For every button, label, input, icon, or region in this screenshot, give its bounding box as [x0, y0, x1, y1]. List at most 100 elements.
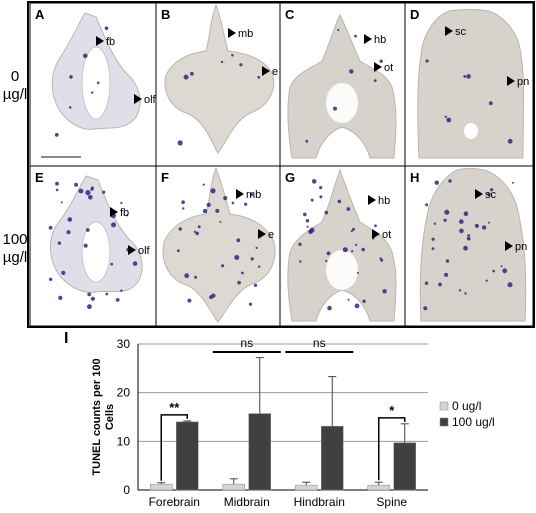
tunel-dot — [221, 264, 225, 268]
legend-label: 0 ug/l — [452, 399, 481, 413]
tunel-dot — [487, 192, 491, 197]
tunel-dot — [223, 196, 228, 201]
tunel-dot — [431, 247, 435, 250]
bar — [367, 484, 390, 491]
tunel-dot — [250, 257, 254, 261]
tunel-dot — [209, 295, 213, 300]
tunel-dot — [382, 289, 387, 294]
structure-label: hb — [378, 195, 390, 207]
x-tick-label: Midbrain — [224, 495, 270, 509]
structure-label: olf — [144, 94, 157, 106]
tunel-dot — [337, 199, 342, 204]
tunel-dot — [487, 221, 490, 224]
tunel-dot — [210, 188, 216, 194]
tunel-dot — [177, 249, 180, 253]
tunel-dot — [511, 181, 514, 184]
tunel-dot — [202, 208, 208, 214]
tunel-dot — [91, 91, 94, 94]
tunel-dot — [444, 209, 450, 215]
tunel-dot — [236, 238, 241, 243]
pointer-arrow-icon — [475, 189, 483, 199]
tunel-dot — [303, 212, 307, 217]
structure-label: hb — [374, 34, 386, 46]
tunel-dot — [463, 75, 467, 78]
tunel-dot — [459, 219, 464, 224]
tunel-dot — [356, 271, 359, 274]
tunel-dot — [347, 298, 350, 301]
panel-letter: A — [35, 7, 45, 22]
tunel-dot — [90, 187, 94, 191]
legend-swatch — [439, 417, 449, 427]
tunel-dot — [305, 139, 309, 143]
tunel-dot — [66, 230, 71, 235]
tunel-dot — [327, 305, 332, 311]
tunel-dot — [83, 243, 88, 248]
tunel-dot — [67, 217, 73, 222]
tunel-dot — [231, 201, 235, 205]
tunel-dot — [305, 219, 310, 223]
tunel-dot — [111, 222, 116, 228]
structure-label: sc — [485, 189, 497, 201]
significance-label: ** — [169, 400, 180, 415]
panel-a: Afb olf — [29, 2, 157, 167]
tunel-dot — [446, 117, 452, 123]
tunel-dot — [433, 222, 437, 225]
tunel-dot — [48, 225, 53, 230]
bar — [321, 425, 344, 491]
panel-b: Bmb e — [155, 2, 281, 167]
pointer-arrow-icon — [374, 62, 382, 72]
row-label-0-value: 0 — [10, 68, 20, 85]
structure-label: sc — [455, 26, 467, 38]
tunel-dot — [244, 202, 248, 206]
tunel-dot — [337, 28, 340, 32]
structure-label: mb — [246, 189, 261, 201]
significance-bracket — [378, 417, 406, 481]
tunel-dot — [425, 203, 429, 207]
tunel-dot — [374, 224, 377, 228]
pointer-arrow-icon — [96, 36, 104, 46]
tunel-dot — [346, 207, 351, 211]
tunel-dot — [463, 211, 469, 216]
tunel-dot — [379, 257, 382, 260]
pointer-arrow-icon — [364, 34, 372, 44]
tunel-dot — [220, 60, 224, 64]
panel-letter: F — [161, 170, 169, 185]
tunel-dot — [445, 259, 450, 263]
structure-label: e — [272, 66, 278, 78]
tunel-dot — [319, 186, 323, 190]
tunel-dot — [379, 59, 383, 63]
tunel-dot — [206, 202, 211, 207]
y-tick-label: 10 — [117, 434, 131, 448]
tunel-dot — [60, 201, 63, 204]
tunel-dot — [485, 279, 488, 282]
panel-f: Fmb e — [155, 165, 281, 327]
legend-label: 100 ug/l — [452, 415, 495, 429]
tunel-dot — [500, 265, 503, 268]
tunel-dot — [507, 138, 513, 144]
tunel-dot — [326, 251, 331, 256]
structure-label: pn — [515, 241, 527, 253]
legend-swatch — [439, 401, 449, 411]
tunel-dot — [248, 302, 253, 306]
tunel-dot — [258, 265, 261, 268]
significance-bracket — [160, 414, 188, 481]
tunel-dot — [444, 115, 447, 119]
tunel-dot — [132, 261, 138, 266]
panel-letter: G — [285, 170, 295, 185]
tunel-dot — [54, 133, 59, 137]
tunel-dot — [431, 237, 435, 241]
tunel-dot — [68, 106, 72, 109]
panel-letter: D — [410, 7, 419, 22]
tunel-dot — [234, 255, 240, 260]
tunel-dot — [324, 210, 329, 215]
x-tick-label: Spine — [376, 495, 407, 509]
tunel-dot — [55, 181, 59, 186]
tunel-dot — [351, 250, 354, 253]
structure-label: fb — [106, 36, 115, 48]
row-label-100-value: 100 — [2, 231, 28, 248]
bar — [295, 484, 318, 491]
tunel-dot — [306, 225, 309, 228]
tunel-dot — [182, 207, 185, 210]
tunel-dot — [239, 63, 243, 67]
x-tick-label: Forebrain — [149, 495, 200, 509]
